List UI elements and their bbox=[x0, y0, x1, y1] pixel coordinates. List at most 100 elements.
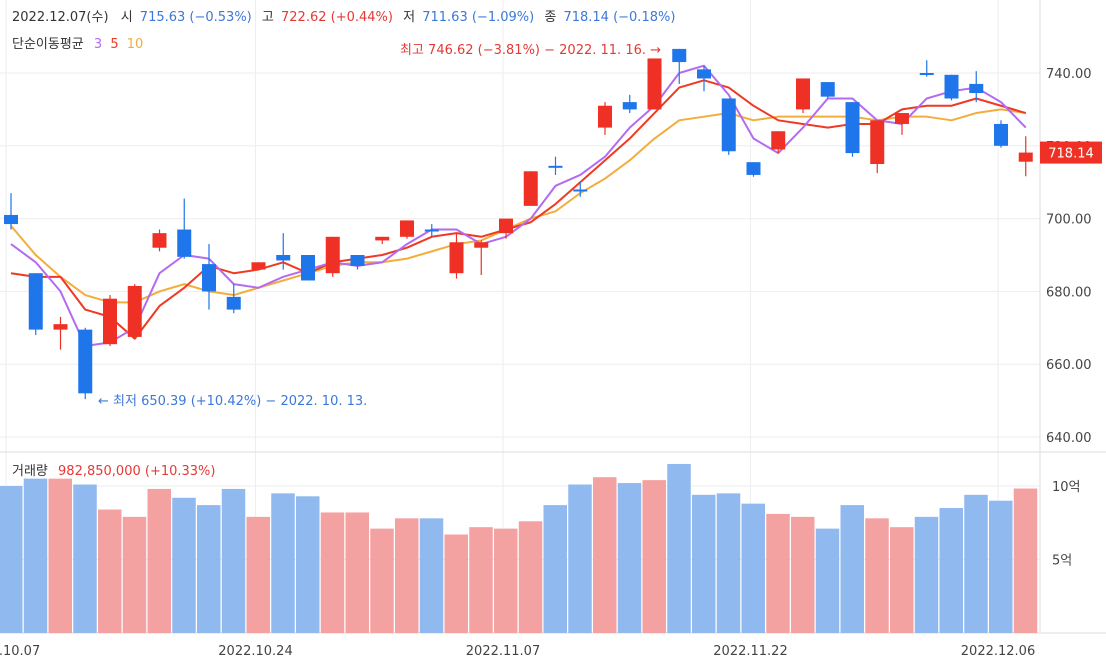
volume-bar bbox=[345, 512, 369, 633]
candle bbox=[53, 316, 68, 350]
candle-body bbox=[78, 329, 93, 394]
volume-bar bbox=[419, 518, 444, 633]
volume-bar bbox=[815, 528, 840, 633]
candle bbox=[400, 220, 414, 239]
volume-bar bbox=[370, 528, 394, 633]
candle bbox=[78, 327, 93, 400]
candle bbox=[177, 198, 192, 259]
candle bbox=[622, 94, 637, 114]
candle-body bbox=[350, 255, 365, 266]
volume-bar bbox=[271, 493, 295, 633]
candle-body bbox=[523, 171, 538, 206]
volume-bar bbox=[890, 527, 914, 633]
candle bbox=[103, 295, 117, 346]
candle-body bbox=[944, 74, 959, 99]
candle-body bbox=[796, 78, 810, 110]
candle-body bbox=[895, 113, 909, 124]
candle-body bbox=[499, 218, 513, 234]
date-tick-label: 2022.11.22 bbox=[713, 644, 787, 659]
close-value: 718.14 (−0.18%) bbox=[563, 10, 676, 25]
candle-body bbox=[548, 165, 563, 168]
candle-body bbox=[375, 236, 390, 241]
close-label: 종 bbox=[544, 10, 557, 25]
header-date: 2022.12.07(수) bbox=[12, 10, 109, 25]
candle bbox=[202, 244, 216, 310]
candle bbox=[672, 48, 687, 84]
candle bbox=[325, 236, 340, 277]
date-tick-label: 2022.10.24 bbox=[218, 644, 292, 659]
date-tick-label: 2022.11.07 bbox=[466, 644, 540, 659]
candle bbox=[301, 255, 315, 281]
volume-bar bbox=[989, 500, 1013, 633]
candle bbox=[573, 182, 588, 197]
candle-body bbox=[226, 296, 241, 310]
candle-body bbox=[870, 120, 885, 164]
open-label: 시 bbox=[120, 10, 133, 25]
candle bbox=[919, 60, 934, 77]
candle-body bbox=[672, 48, 687, 63]
volume-bar bbox=[98, 509, 122, 633]
ma-legend-period-5: 5 bbox=[110, 37, 119, 52]
candle-body bbox=[152, 233, 167, 248]
candle bbox=[895, 113, 909, 135]
candle-body bbox=[647, 58, 662, 110]
volume-bar bbox=[667, 463, 691, 633]
candle-body bbox=[697, 69, 711, 79]
volume-bar bbox=[469, 527, 493, 633]
candle bbox=[474, 240, 489, 276]
volume-bar bbox=[791, 516, 815, 633]
volume-bar bbox=[147, 488, 171, 633]
volume-bar bbox=[172, 497, 196, 633]
candle-layer bbox=[4, 48, 1033, 400]
candle bbox=[375, 236, 390, 245]
axis-layer: 640.00660.00680.00700.00720.00740.005억10… bbox=[0, 67, 1102, 659]
volume-bar bbox=[939, 508, 963, 633]
candle bbox=[796, 78, 810, 114]
volume-bar bbox=[197, 505, 221, 633]
volume-bar bbox=[518, 521, 543, 633]
volume-bar bbox=[716, 493, 741, 633]
high-annotation-text: 최고 746.62 (−3.81%) − 2022. 11. 16. bbox=[400, 43, 646, 58]
candle-body bbox=[771, 131, 786, 150]
volume-bar bbox=[865, 518, 889, 633]
candle-body bbox=[969, 83, 984, 94]
volume-bar bbox=[296, 496, 320, 633]
volume-bar bbox=[221, 488, 246, 633]
candle bbox=[28, 273, 43, 336]
volume-bar bbox=[73, 484, 97, 633]
volume-bar bbox=[48, 478, 72, 633]
volume-tick-label: 5억 bbox=[1052, 554, 1072, 569]
volume-bar bbox=[964, 494, 988, 633]
candle bbox=[226, 284, 241, 314]
candle bbox=[697, 65, 711, 92]
volume-bar bbox=[122, 516, 147, 633]
volume-bar bbox=[543, 505, 567, 633]
candle bbox=[523, 171, 538, 206]
candle-body bbox=[820, 82, 835, 97]
candle-body bbox=[449, 242, 464, 274]
candle-body bbox=[103, 298, 117, 345]
candle-body bbox=[28, 273, 43, 330]
volume-bar bbox=[617, 483, 642, 633]
candle bbox=[4, 193, 18, 230]
volume-bar bbox=[766, 513, 790, 633]
volume-bar bbox=[914, 516, 939, 633]
high-value: 722.62 (+0.44%) bbox=[281, 10, 393, 25]
date-tick-label: 2022.12.06 bbox=[961, 644, 1035, 659]
volume-bar bbox=[320, 512, 345, 633]
ma-legend-period-10: 10 bbox=[126, 37, 144, 52]
candle bbox=[647, 58, 662, 110]
volume-bar bbox=[593, 477, 617, 633]
volume-bar bbox=[741, 503, 765, 633]
high-label: 고 bbox=[261, 10, 274, 25]
candle-body bbox=[400, 220, 414, 237]
candle bbox=[845, 102, 860, 157]
high-arrow-icon: → bbox=[650, 43, 662, 58]
candle bbox=[771, 131, 786, 154]
moving-average-legend[interactable]: 단순이동평균 3 5 10 bbox=[12, 33, 143, 52]
last-price-badge bbox=[1040, 141, 1102, 164]
candle-body bbox=[994, 123, 1008, 146]
price-tick-label: 660.00 bbox=[1046, 358, 1092, 373]
candle bbox=[721, 98, 736, 155]
